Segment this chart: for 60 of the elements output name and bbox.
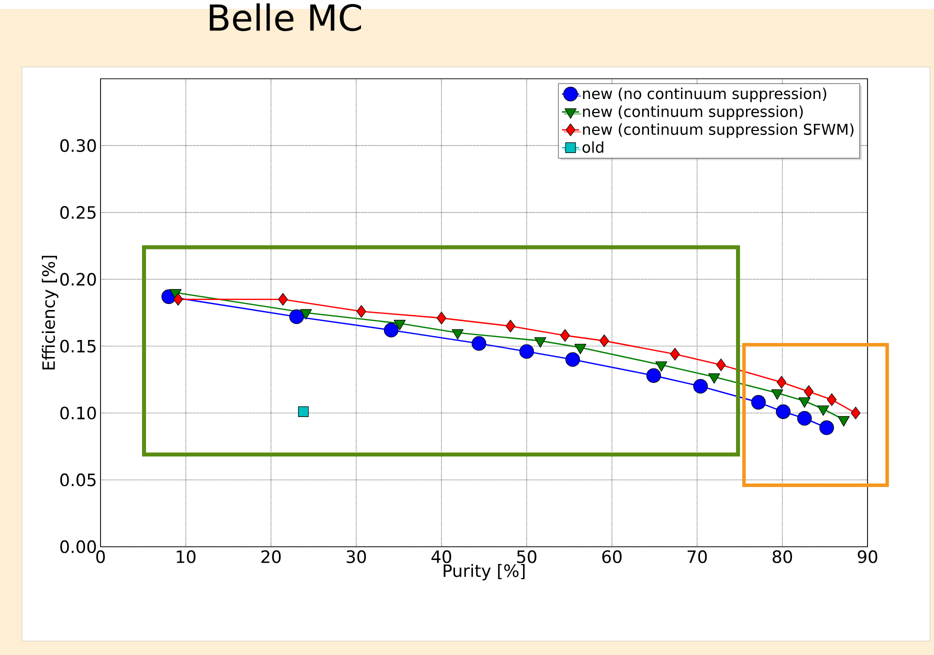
point xyxy=(776,376,786,389)
x-tick-label: 30 xyxy=(346,550,366,564)
x-tick-label: 20 xyxy=(261,550,281,564)
point xyxy=(826,393,837,406)
y-tick-label: 0.05 xyxy=(60,473,96,486)
point xyxy=(565,352,580,367)
point xyxy=(298,406,309,417)
legend-label: new (continuum suppression SFWM) xyxy=(583,123,854,138)
point xyxy=(278,293,288,306)
point xyxy=(776,404,790,419)
y-tick-label: 0.10 xyxy=(60,406,96,420)
point xyxy=(708,373,720,384)
point xyxy=(599,334,610,348)
point xyxy=(300,309,312,320)
x-tick-label: 90 xyxy=(858,550,878,564)
point xyxy=(670,348,680,360)
legend-label: old xyxy=(582,141,604,153)
y-tick-label: 0.00 xyxy=(60,540,96,554)
point xyxy=(356,305,366,318)
y-tick-label: 0.30 xyxy=(60,139,96,152)
x-tick-label: 70 xyxy=(688,550,707,564)
y-tick-label: 0.15 xyxy=(60,340,96,353)
point xyxy=(817,405,830,416)
point xyxy=(646,368,661,383)
legend-label: new (continuum suppression) xyxy=(583,105,803,120)
x-axis-title: Purity [%] xyxy=(444,564,525,580)
point xyxy=(452,329,464,340)
point xyxy=(384,322,398,338)
y-tick-label: 0.25 xyxy=(60,206,96,219)
point xyxy=(574,344,586,354)
point xyxy=(838,416,850,426)
y-axis-title: Efficiency [%] xyxy=(42,256,58,370)
point xyxy=(797,411,812,426)
point xyxy=(289,309,304,324)
point xyxy=(173,293,183,306)
point xyxy=(506,320,516,332)
y-tick-label: 0.20 xyxy=(60,272,96,286)
x-tick-label: 80 xyxy=(772,550,792,564)
point xyxy=(716,358,726,372)
x-tick-label: 0 xyxy=(96,550,105,564)
x-tick-label: 60 xyxy=(602,550,622,564)
point xyxy=(519,344,534,359)
x-tick-label: 50 xyxy=(517,550,536,564)
point xyxy=(804,385,814,398)
point xyxy=(436,312,446,324)
point xyxy=(751,394,766,410)
point xyxy=(798,397,810,408)
point xyxy=(819,420,834,435)
point xyxy=(394,320,406,330)
point xyxy=(850,406,860,420)
point xyxy=(472,336,486,351)
point xyxy=(655,361,668,372)
legend-label: new (no continuum suppression) xyxy=(583,88,826,102)
point xyxy=(771,389,784,400)
point xyxy=(560,329,570,342)
x-tick-label: 40 xyxy=(431,550,452,564)
x-tick-label: 10 xyxy=(176,550,196,564)
chart-title: Belle MC xyxy=(210,3,361,32)
point xyxy=(534,337,546,348)
point xyxy=(693,378,708,394)
